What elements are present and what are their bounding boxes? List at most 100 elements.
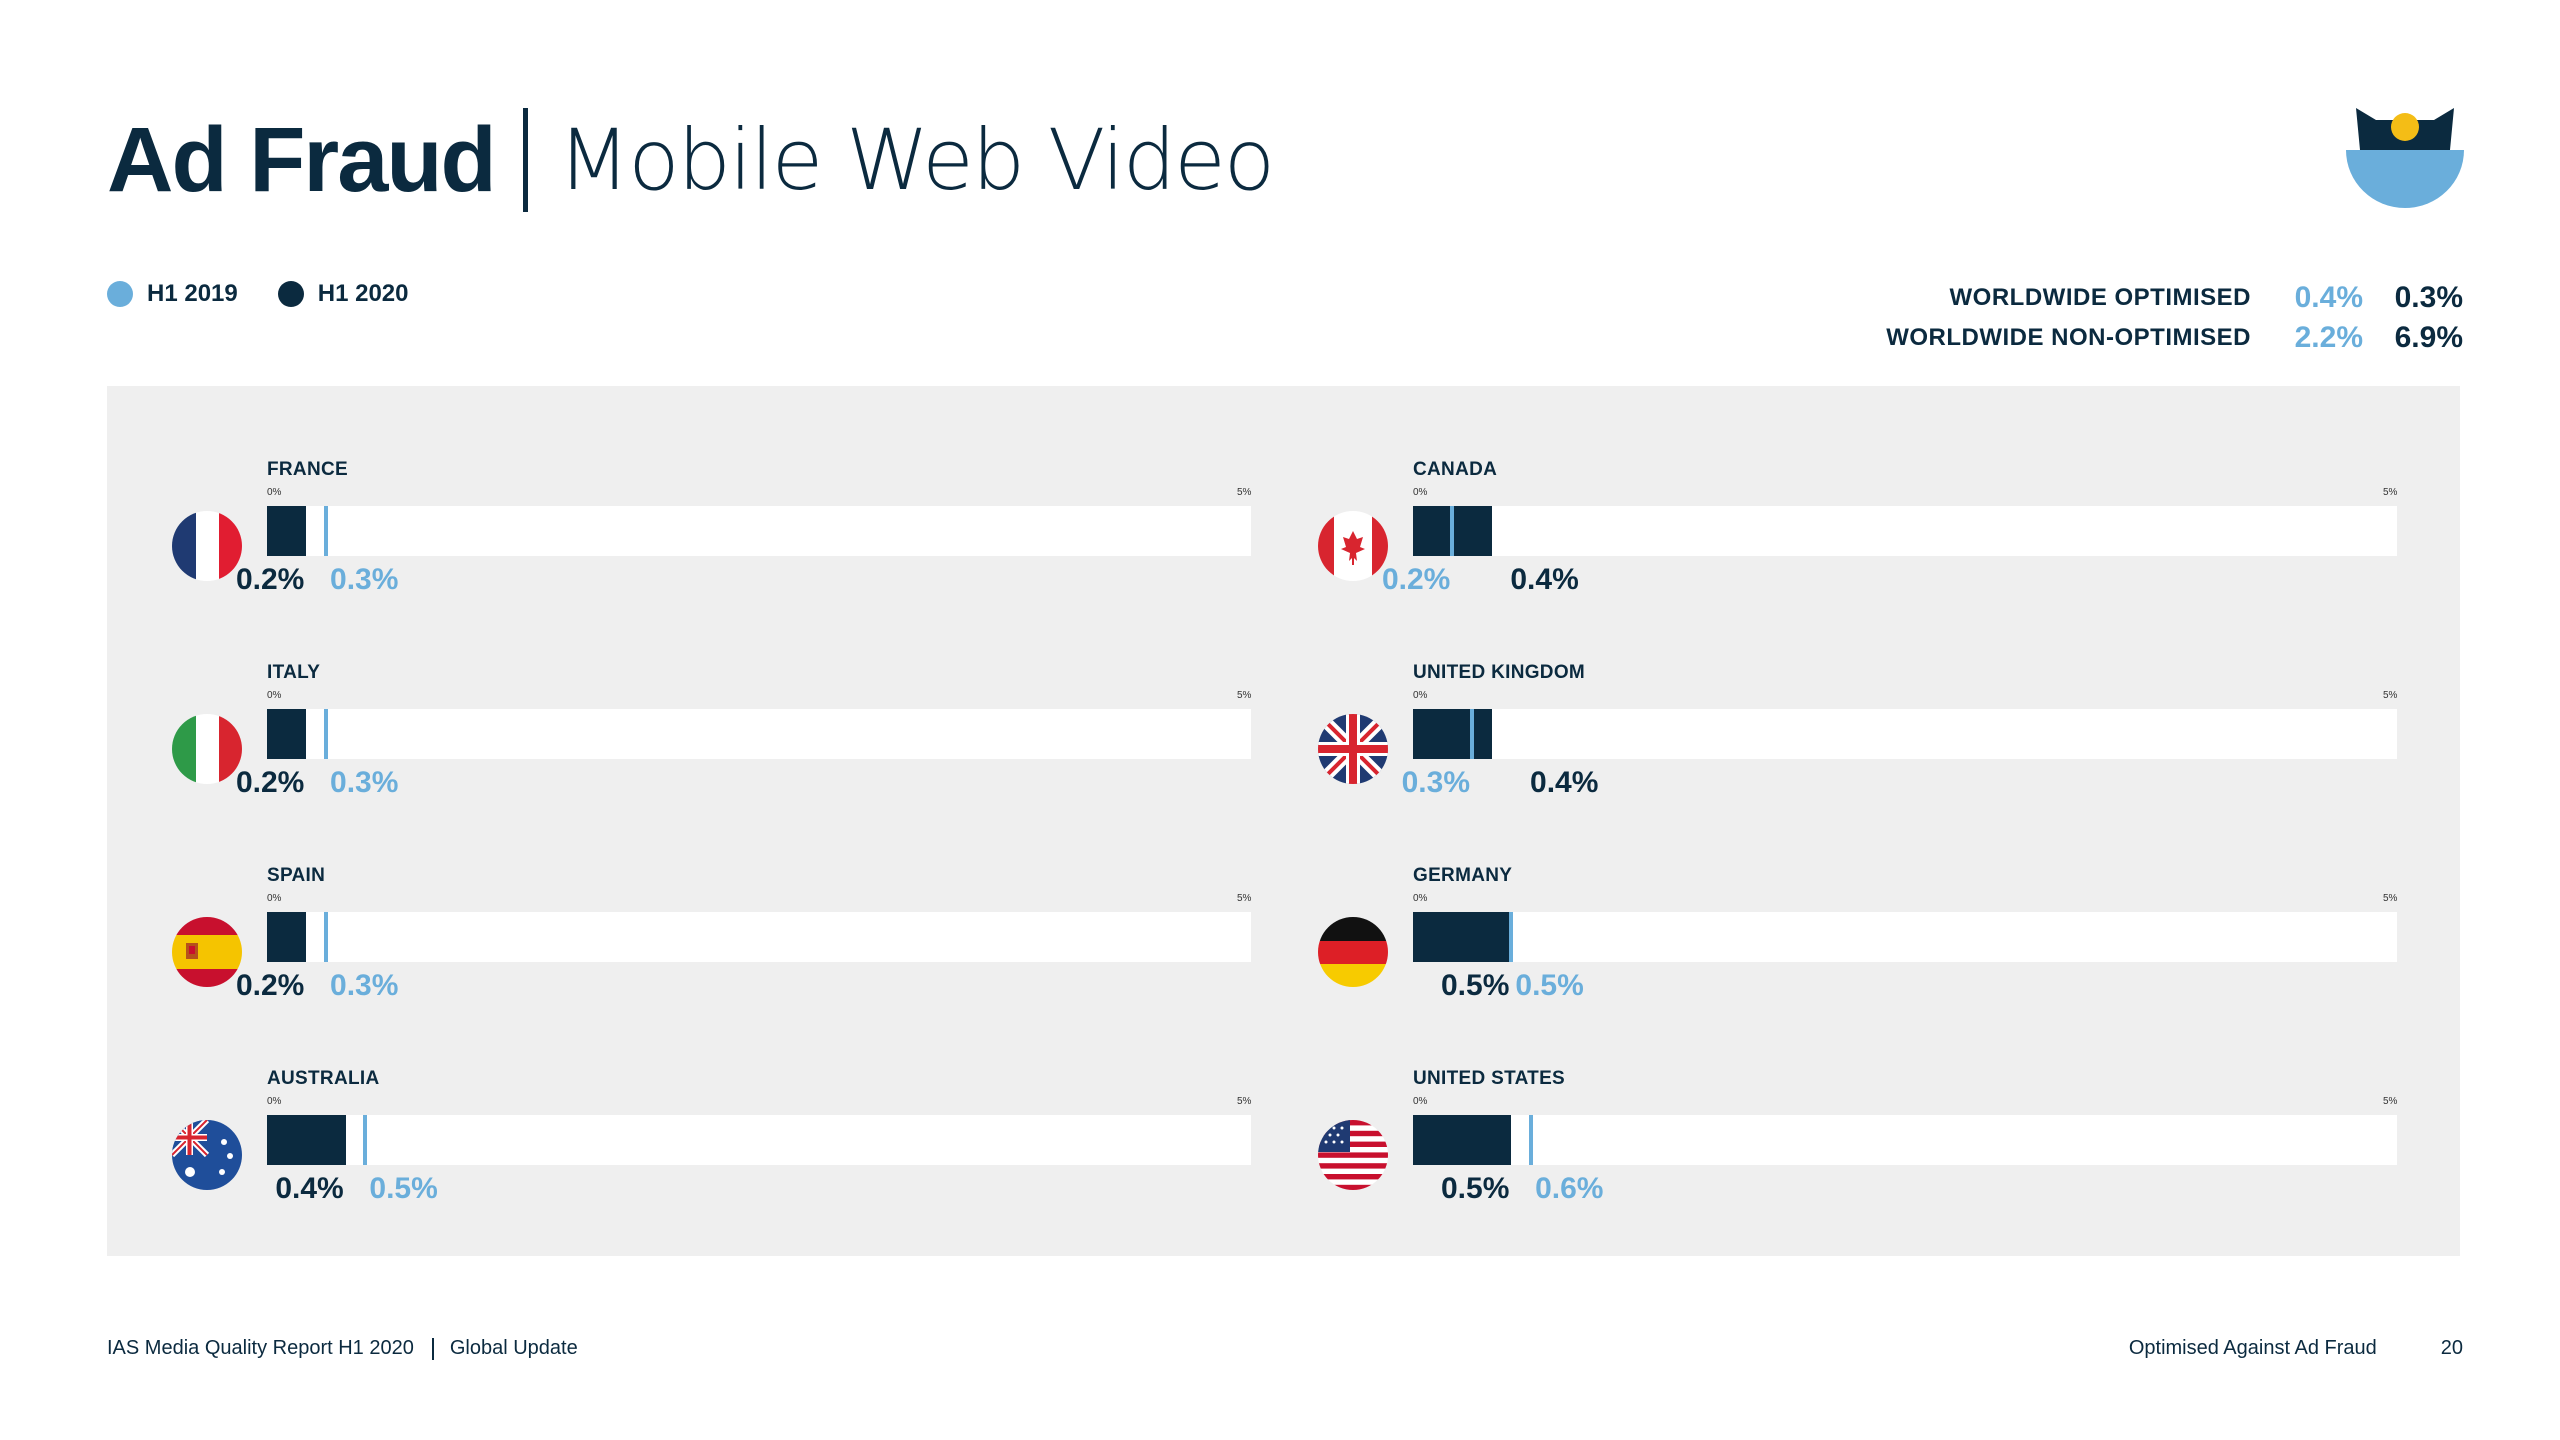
country-row-australia: AUSTRALIA 0% 5% 0.4% 0.5% <box>107 1068 1253 1228</box>
axis-max-tick-label: 5% <box>2383 690 2398 701</box>
france-flag-icon <box>172 511 242 581</box>
value-label-h1-2019: 0.3% <box>330 766 399 799</box>
country-name: ITALY <box>267 662 321 683</box>
marker-h1-2019 <box>1450 506 1455 556</box>
marker-h1-2019 <box>324 709 329 759</box>
country-name: CANADA <box>1413 459 1498 480</box>
bar-h1-2020 <box>267 709 307 759</box>
page-number: 20 <box>2440 1337 2463 1359</box>
worldwide-label: WORLDWIDE OPTIMISED <box>1949 284 2251 311</box>
country-row-italy: ITALY 0% 5% 0.2% 0.3% <box>107 662 1253 822</box>
marker-h1-2019 <box>1470 709 1475 759</box>
axis-max-tick-label: 5% <box>1237 1096 1252 1107</box>
worldwide-value-2020: 6.9% <box>2394 321 2463 354</box>
worldwide-non-optimised-row: WORLDWIDE NON-OPTIMISED 2.2% 6.9% <box>1886 318 2463 358</box>
marker-h1-2019 <box>1529 1115 1534 1165</box>
value-label-h1-2020: 0.2% <box>235 563 305 596</box>
bar-h1-2020 <box>267 506 307 556</box>
worldwide-value-2020: 0.3% <box>2394 281 2463 314</box>
value-label-h1-2020: 0.2% <box>235 969 305 1002</box>
axis-min-tick-label: 0% <box>267 487 282 498</box>
title-subtitle: Mobile Web Video <box>557 111 1275 209</box>
bar-h1-2020 <box>1413 1115 1512 1165</box>
axis-min-tick-label: 0% <box>1413 690 1428 701</box>
axis-max-tick-label: 5% <box>2383 1096 2398 1107</box>
marker-h1-2019 <box>324 506 329 556</box>
legend-item-h1-2020: H1 2020 <box>277 280 409 308</box>
axis-min-tick-label: 0% <box>1413 1096 1428 1107</box>
marker-h1-2019 <box>324 912 329 962</box>
footer-divider <box>431 1337 434 1360</box>
country-row-france: FRANCE 0% 5% 0.2% 0.3% <box>107 459 1253 619</box>
value-label-h1-2019: 0.5% <box>1515 969 1584 1002</box>
spain-flag-icon <box>172 917 242 987</box>
legend-label: H1 2019 <box>147 280 238 307</box>
country-row-canada: CANADA 0% 5% 0.4% 0.2% <box>1253 459 2399 619</box>
axis-min-tick-label: 0% <box>267 690 282 701</box>
axis-max-tick-label: 5% <box>2383 487 2398 498</box>
country-name: FRANCE <box>267 459 348 480</box>
legend-label: H1 2020 <box>317 280 409 307</box>
marker-h1-2019 <box>363 1115 368 1165</box>
country-name: UNITED KINGDOM <box>1413 662 1586 683</box>
footer-right: Optimised Against Ad Fraud 20 <box>2129 1337 2463 1360</box>
worldwide-summary: WORLDWIDE OPTIMISED 0.4% 0.3% WORLDWIDE … <box>1886 278 2463 358</box>
axis-max-tick-label: 5% <box>1237 690 1252 701</box>
italy-flag-icon <box>172 714 242 784</box>
axis-min-tick-label: 0% <box>1413 487 1428 498</box>
bar-h1-2020 <box>1413 912 1512 962</box>
bar-track <box>1413 709 2397 759</box>
country-row-germany: GERMANY 0% 5% 0.5% 0.5% <box>1253 865 2399 1025</box>
country-row-spain: SPAIN 0% 5% 0.2% 0.3% <box>107 865 1253 1025</box>
bar-track <box>1413 912 2397 962</box>
country-row-united-states: UNITED STATES 0% 5% 0.5% 0.6% <box>1253 1068 2399 1228</box>
bar-track <box>1413 506 2397 556</box>
uk-flag-icon <box>1318 714 1388 784</box>
marker-h1-2019 <box>1509 912 1514 962</box>
value-label-h1-2020: 0.2% <box>235 766 305 799</box>
value-label-h1-2019: 0.3% <box>330 563 399 596</box>
legend-item-h1-2019: H1 2019 <box>107 280 238 308</box>
axis-max-tick-label: 5% <box>1237 893 1252 904</box>
value-label-h1-2019: 0.3% <box>1401 766 1471 799</box>
country-row-united-kingdom: UNITED KINGDOM 0% 5% 0.4% 0.3% <box>1253 662 2399 822</box>
canada-flag-icon <box>1318 511 1388 581</box>
ias-owl-logo-icon <box>2346 108 2464 208</box>
bar-h1-2020 <box>267 1115 346 1165</box>
bar-track <box>267 1115 1251 1165</box>
legend: H1 2019 H1 2020 <box>107 280 449 308</box>
value-label-h1-2020: 0.4% <box>1530 766 1599 799</box>
worldwide-value-2019: 0.4% <box>2294 281 2363 314</box>
usa-flag-icon <box>1318 1120 1388 1190</box>
legend-dot-icon <box>107 281 133 307</box>
bar-track <box>267 912 1251 962</box>
axis-max-tick-label: 5% <box>2383 893 2398 904</box>
value-label-h1-2020: 0.4% <box>275 1172 344 1205</box>
axis-max-tick-label: 5% <box>1237 487 1252 498</box>
bar-h1-2020 <box>267 912 307 962</box>
value-label-h1-2020: 0.4% <box>1510 563 1579 596</box>
country-name: UNITED STATES <box>1413 1068 1566 1089</box>
value-label-h1-2019: 0.3% <box>330 969 399 1002</box>
country-name: AUSTRALIA <box>267 1068 380 1089</box>
value-label-h1-2020: 0.5% <box>1441 969 1510 1002</box>
worldwide-optimised-row: WORLDWIDE OPTIMISED 0.4% 0.3% <box>1886 278 2463 318</box>
bar-track <box>267 506 1251 556</box>
germany-flag-icon <box>1318 917 1388 987</box>
value-label-h1-2019: 0.5% <box>369 1172 438 1205</box>
footer-left: IAS Media Quality Report H1 2020 Global … <box>107 1337 578 1360</box>
footer-section: Optimised Against Ad Fraud <box>2128 1337 2377 1359</box>
australia-flag-icon <box>172 1120 242 1190</box>
title-divider <box>522 108 528 212</box>
bar-track <box>1413 1115 2397 1165</box>
value-label-h1-2019: 0.6% <box>1535 1172 1604 1205</box>
bar-h1-2020 <box>1413 709 1492 759</box>
value-label-h1-2019: 0.2% <box>1381 563 1451 596</box>
country-name: GERMANY <box>1413 865 1513 886</box>
page-title: Ad Fraud Mobile Web Video <box>107 100 1275 220</box>
footer-update: Global Update <box>449 1337 578 1359</box>
axis-min-tick-label: 0% <box>267 893 282 904</box>
value-label-h1-2020: 0.5% <box>1441 1172 1510 1205</box>
country-name: SPAIN <box>267 865 326 886</box>
worldwide-label: WORLDWIDE NON-OPTIMISED <box>1886 324 2251 351</box>
